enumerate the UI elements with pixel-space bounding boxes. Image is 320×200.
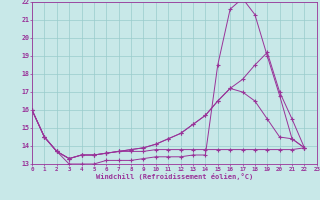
- X-axis label: Windchill (Refroidissement éolien,°C): Windchill (Refroidissement éolien,°C): [96, 173, 253, 180]
